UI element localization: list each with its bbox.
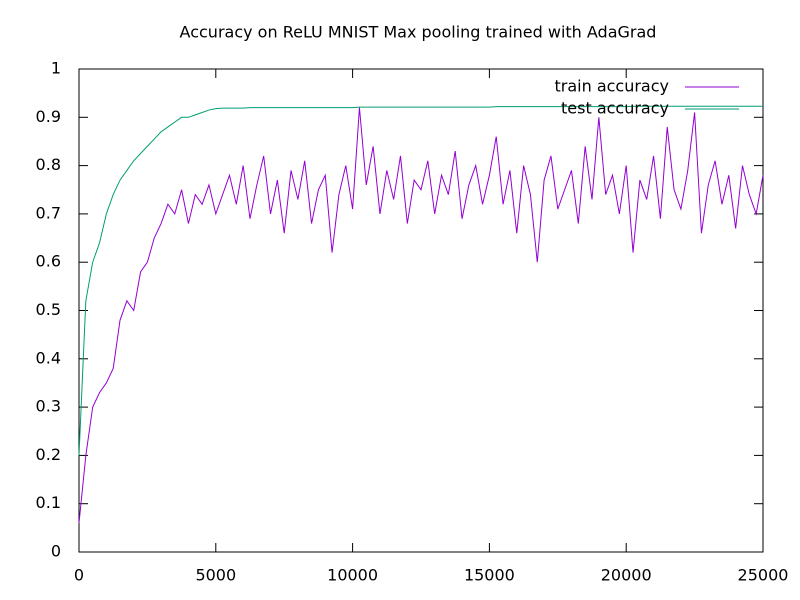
- x-tick-label: 5000: [195, 566, 236, 585]
- x-tick-label: 0: [74, 566, 84, 585]
- y-tick-label: 1: [51, 59, 61, 78]
- y-tick-label: 0.9: [36, 107, 61, 126]
- legend-label: test accuracy: [561, 99, 669, 118]
- chart-title: Accuracy on ReLU MNIST Max pooling train…: [180, 23, 657, 42]
- x-tick-label: 20000: [601, 566, 652, 585]
- y-tick-label: 0: [51, 542, 61, 561]
- y-tick-label: 0.6: [36, 252, 61, 271]
- data-line: [78, 105, 763, 456]
- plot-border: [78, 68, 764, 553]
- y-tick-label: 0.7: [36, 203, 61, 222]
- x-tick-label: 10000: [327, 566, 378, 585]
- y-tick-label: 0.1: [36, 493, 61, 512]
- x-tick-label: 25000: [738, 566, 789, 585]
- y-tick-label: 0.2: [36, 445, 61, 464]
- y-tick-label: 0.8: [36, 155, 61, 174]
- legend-label: train accuracy: [554, 77, 669, 96]
- y-tick-label: 0.4: [36, 348, 61, 367]
- y-tick-label: 0.5: [36, 300, 61, 319]
- data-line: [78, 107, 764, 524]
- x-tick-label: 15000: [464, 566, 515, 585]
- y-tick-label: 0.3: [36, 397, 61, 416]
